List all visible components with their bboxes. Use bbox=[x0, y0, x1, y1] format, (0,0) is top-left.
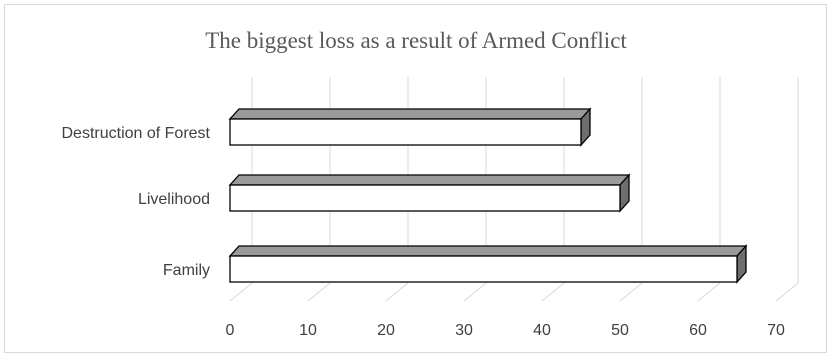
bar-front-face bbox=[229, 255, 738, 283]
x-tick-label: 50 bbox=[611, 322, 629, 339]
floor-gridline bbox=[541, 282, 565, 302]
bar-front-face bbox=[229, 118, 582, 146]
category-label: Livelihood bbox=[138, 191, 210, 208]
bar-family bbox=[228, 244, 748, 284]
category-label: Family bbox=[163, 262, 210, 279]
value-axis-labels: 0 10 20 30 40 50 60 70 bbox=[226, 322, 785, 339]
bar-top-face bbox=[228, 108, 592, 120]
x-tick-label: 60 bbox=[689, 322, 707, 339]
floor-gridline bbox=[463, 282, 487, 302]
category-axis-labels: Family Livelihood Destruction of Forest bbox=[62, 125, 211, 279]
bar-top-face bbox=[228, 174, 631, 186]
bar-chart: The biggest loss as a result of Armed Co… bbox=[62, 28, 799, 339]
floor-gridline bbox=[619, 282, 643, 302]
floor-gridline bbox=[229, 282, 253, 302]
x-tick-label: 30 bbox=[455, 322, 473, 339]
bar-front-face bbox=[229, 184, 621, 212]
chart-title: The biggest loss as a result of Armed Co… bbox=[205, 28, 627, 53]
bar-top-face bbox=[228, 245, 748, 257]
category-label: Destruction of Forest bbox=[62, 125, 211, 142]
x-tick-label: 0 bbox=[226, 322, 235, 339]
x-tick-label: 70 bbox=[767, 322, 785, 339]
x-tick-label: 20 bbox=[377, 322, 395, 339]
floor-gridline bbox=[775, 282, 799, 302]
floor-gridline bbox=[307, 282, 331, 302]
chart-area: The biggest loss as a result of Armed Co… bbox=[4, 4, 827, 353]
bar-destruction-of-forest bbox=[228, 107, 592, 147]
x-tick-label: 40 bbox=[533, 322, 551, 339]
bars bbox=[228, 107, 748, 284]
x-tick-label: 10 bbox=[299, 322, 317, 339]
floor-gridline bbox=[697, 282, 721, 302]
bar-livelihood bbox=[228, 173, 631, 213]
floor-gridline bbox=[385, 282, 409, 302]
